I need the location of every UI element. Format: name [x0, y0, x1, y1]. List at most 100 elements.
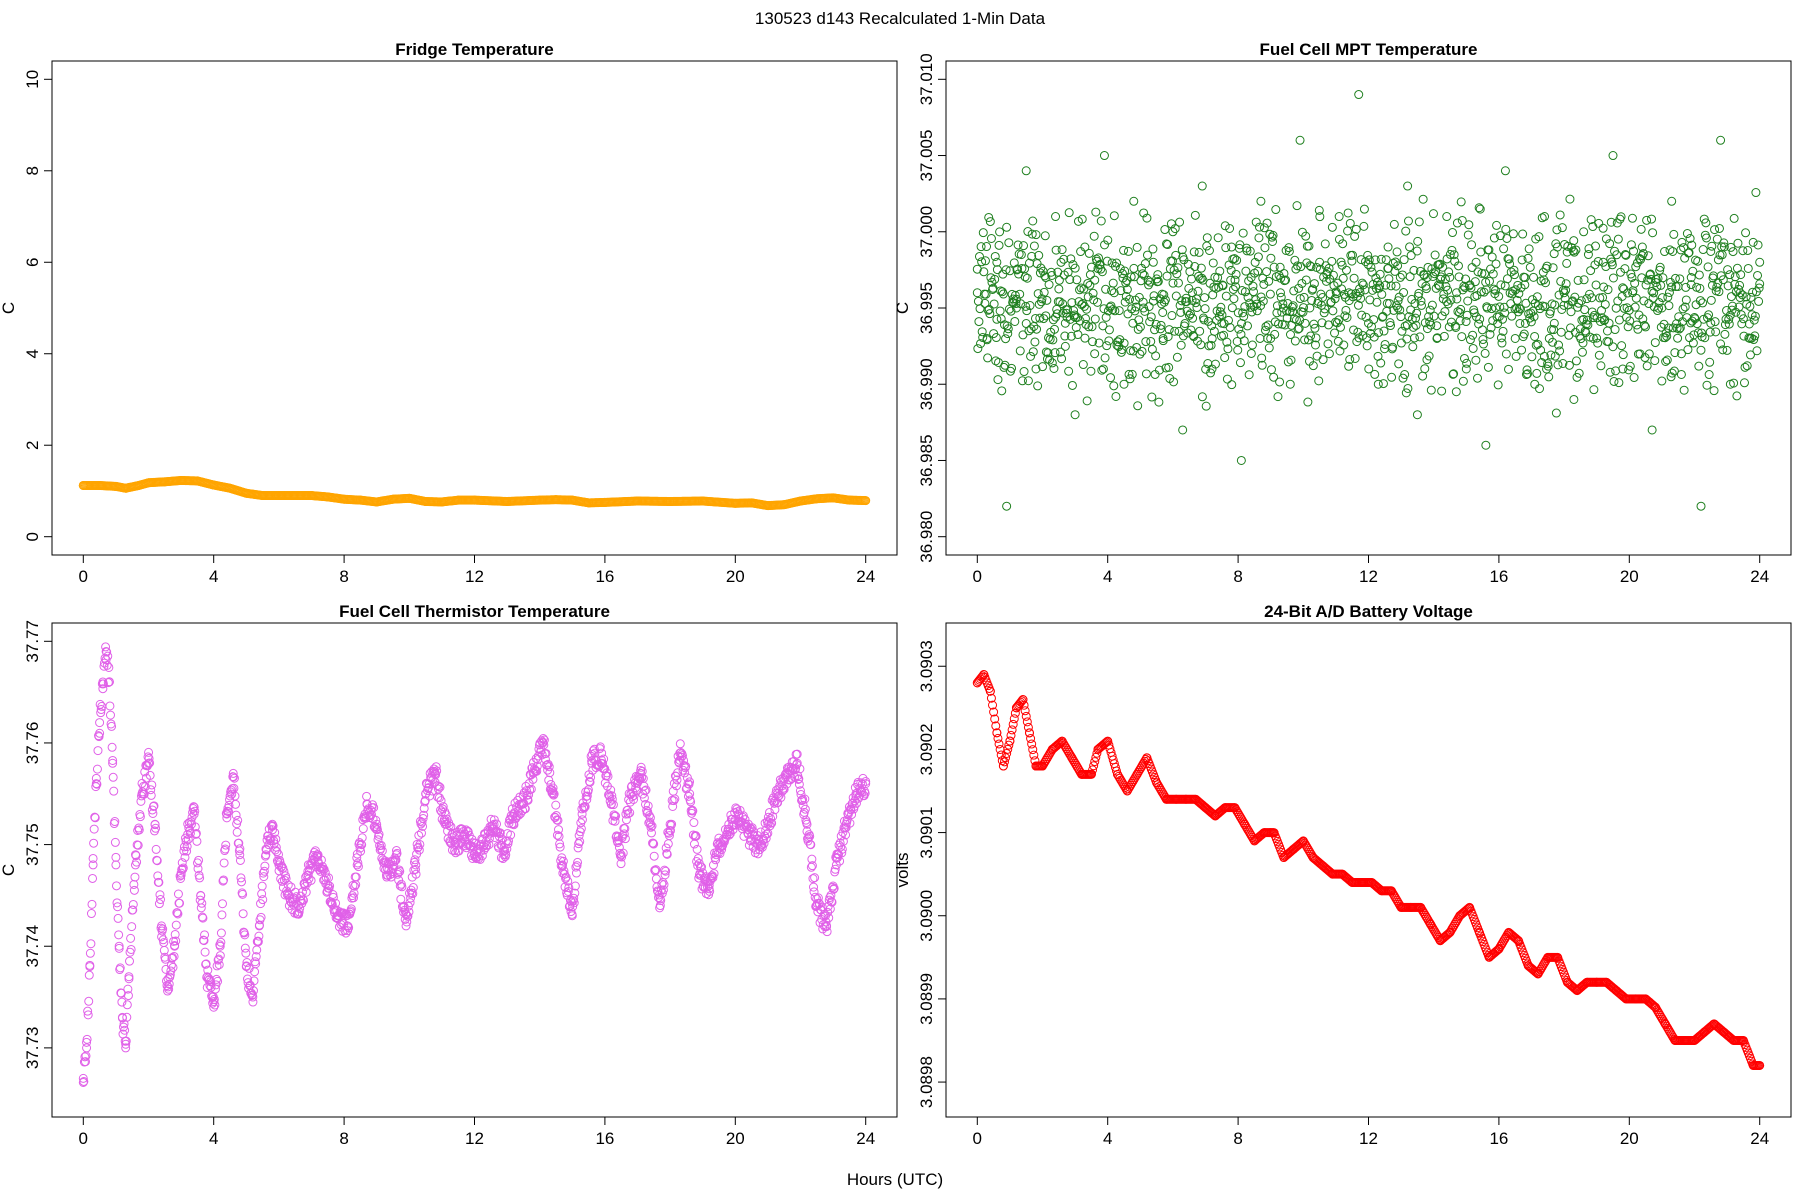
thermistor-x-tick-label: 24: [856, 1129, 875, 1148]
mpt-data-point: [1153, 276, 1163, 286]
mpt-data-point: [1164, 325, 1174, 335]
thermistor-data-point: [151, 823, 161, 833]
thermistor-data-point: [147, 805, 157, 815]
battery-data-point: [1754, 1060, 1764, 1070]
mpt-data-point: [1722, 345, 1732, 355]
mpt-data-point: [1515, 318, 1525, 328]
mpt-data-point: [1376, 358, 1386, 368]
mpt-data-point: [1022, 306, 1032, 316]
mpt-data-point: [1146, 312, 1156, 322]
thermistor-data-point: [623, 809, 633, 819]
mpt-data-point: [1483, 362, 1493, 372]
mpt-data-point: [1551, 408, 1561, 418]
mpt-data-point: [1525, 262, 1535, 272]
mpt-data-point: [1473, 373, 1483, 383]
mpt-data-point: [1729, 213, 1739, 223]
mpt-data-point: [1046, 267, 1056, 277]
mpt-data-point: [1461, 317, 1471, 327]
thermistor-data-point: [247, 991, 257, 1001]
mpt-data-point: [1613, 296, 1623, 306]
mpt-data-point: [1374, 328, 1384, 338]
mpt-data-point: [1604, 318, 1614, 328]
mpt-data-point: [1739, 378, 1749, 388]
mpt-data-point: [1475, 204, 1485, 214]
thermistor-data-point: [561, 872, 571, 882]
mpt-data-point: [1170, 326, 1180, 336]
mpt-data-point: [1206, 368, 1216, 378]
mpt-data-point: [1373, 379, 1383, 389]
mpt-data-point: [1641, 280, 1651, 290]
thermistor-data-point: [847, 810, 857, 820]
mpt-data-point: [1517, 345, 1527, 355]
mpt-data-point: [1197, 392, 1207, 402]
mpt-data-point: [1745, 301, 1755, 311]
thermistor-data-point: [168, 962, 178, 972]
mpt-data-point: [1133, 324, 1143, 334]
thermistor-data-point: [185, 828, 195, 838]
mpt-data-point: [1539, 275, 1549, 285]
mpt-data-point: [1151, 351, 1161, 361]
mpt-data-point: [1305, 261, 1315, 271]
mpt-data-point: [1571, 356, 1581, 366]
mpt-data-point: [1220, 221, 1230, 231]
mpt-data-point: [1120, 297, 1130, 307]
mpt-data-point: [1146, 336, 1156, 346]
mpt-data-point: [1698, 298, 1708, 308]
mpt-data-point: [1530, 379, 1540, 389]
thermistor-data-point: [262, 845, 272, 855]
mpt-data-point: [1098, 364, 1108, 374]
thermistor-data-point: [272, 847, 282, 857]
mpt-data-point: [1691, 255, 1701, 265]
thermistor-data-point: [619, 829, 629, 839]
thermistor-data-point: [611, 811, 621, 821]
fridge-data-point: [860, 496, 870, 506]
thermistor-data-point: [366, 810, 376, 820]
thermistor-data-point: [117, 997, 127, 1007]
thermistor-data-point: [110, 837, 120, 847]
mpt-data-point: [1511, 351, 1521, 361]
thermistor-data-point: [113, 902, 123, 912]
mpt-data-point: [1021, 301, 1031, 311]
thermistor-title: Fuel Cell Thermistor Temperature: [339, 602, 610, 621]
thermistor-data-point: [353, 862, 363, 872]
thermistor-data-point: [135, 812, 145, 822]
mpt-data-point: [1299, 303, 1309, 313]
mpt-data-point: [1308, 361, 1318, 371]
mpt-data-point: [1122, 285, 1132, 295]
thermistor-data-point: [391, 855, 401, 865]
mpt-data-point: [1021, 166, 1031, 176]
thermistor-data-point: [666, 826, 676, 836]
thermistor-data-point: [410, 855, 420, 865]
mpt-data-point: [1082, 304, 1092, 314]
mpt-data-point: [1376, 254, 1386, 264]
mpt-data-point: [1148, 257, 1158, 267]
mpt-data-point: [1090, 275, 1100, 285]
mpt-data-point: [1175, 217, 1185, 227]
mpt-data-point: [1293, 261, 1303, 271]
mpt-data-point: [1391, 281, 1401, 291]
mpt-data-point: [1678, 304, 1688, 314]
mpt-plot-frame: [945, 60, 1792, 556]
thermistor-data-point: [233, 815, 243, 825]
mpt-data-point: [1561, 285, 1571, 295]
mpt-data-point: [1601, 234, 1611, 244]
mpt-data-point: [1564, 360, 1574, 370]
mpt-data-point: [1170, 224, 1180, 234]
thermistor-data-point: [92, 764, 102, 774]
mpt-data-point: [1320, 239, 1330, 249]
mpt-data-point: [1273, 392, 1283, 402]
thermistor-data-point: [268, 825, 278, 835]
thermistor-data-point: [182, 846, 192, 856]
thermistor-data-point: [376, 843, 386, 853]
mpt-data-point: [1394, 359, 1404, 369]
thermistor-data-point: [838, 836, 848, 846]
mpt-data-point: [1416, 296, 1426, 306]
mpt-data-point: [976, 339, 986, 349]
mpt-data-point: [1669, 366, 1679, 376]
mpt-data-point: [1648, 228, 1658, 238]
mpt-data-point: [1229, 254, 1239, 264]
mpt-data-point: [1509, 265, 1519, 275]
shared-x-axis-label: Hours (UTC): [847, 1170, 943, 1189]
thermistor-data-point: [121, 1043, 131, 1053]
